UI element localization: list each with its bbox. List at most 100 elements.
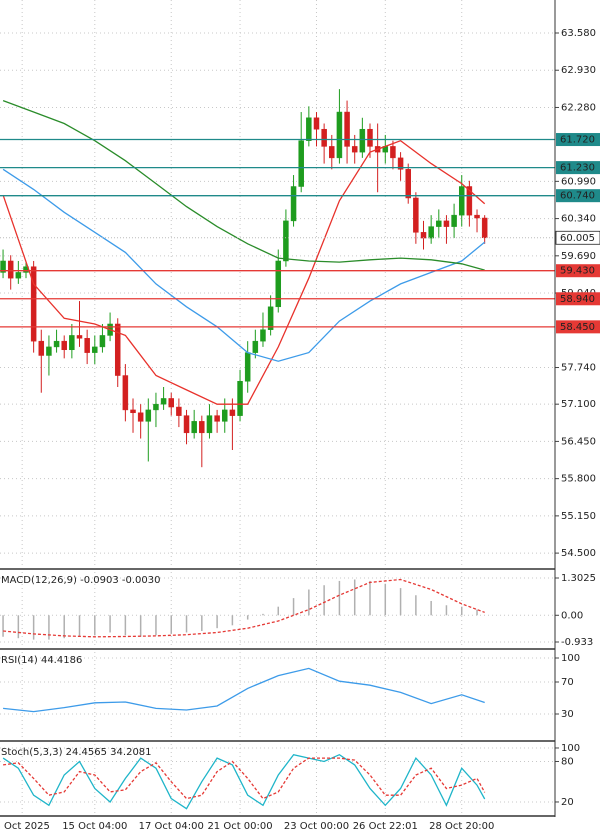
y-tick-label: 62.930: [561, 65, 596, 76]
candle-body: [145, 409, 152, 422]
candle-body: [367, 128, 373, 147]
candle-body: [405, 169, 411, 199]
candle-body: [0, 260, 6, 273]
candle-body: [222, 409, 228, 422]
candle-body: [7, 260, 14, 279]
candle-body: [38, 340, 45, 356]
candle-body: [313, 117, 320, 130]
y-tick-label: 100: [561, 653, 580, 664]
indicator-line: [3, 757, 486, 800]
indicator-line: [3, 667, 485, 713]
candle-body: [290, 186, 297, 222]
level-label-box: [556, 320, 600, 334]
candle-body: [252, 340, 259, 353]
candle-body: [191, 421, 197, 434]
indicator-title: RSI(14) 44.4186: [1, 655, 82, 666]
moving-average: [2, 168, 486, 362]
candle-body: [420, 232, 427, 239]
y-tick-label: 63.580: [561, 28, 596, 39]
level-label: 59.430: [560, 266, 595, 277]
candle-body: [114, 323, 121, 376]
candle-body: [160, 398, 167, 405]
candle-body: [298, 140, 304, 187]
y-tick-label: 62.280: [561, 102, 596, 113]
y-tick-label: 60.340: [561, 214, 596, 225]
candle-body: [267, 306, 274, 330]
y-tick-label: 0.00: [561, 610, 583, 621]
y-tick-label: 56.450: [561, 436, 596, 447]
y-tick-label: 60.990: [561, 176, 596, 187]
y-tick-label: 57.740: [561, 363, 596, 374]
candle-body: [122, 375, 129, 411]
candle-body: [275, 260, 282, 308]
level-label: 61.230: [560, 163, 595, 174]
candle-body: [481, 217, 488, 239]
y-tick-label: 100: [561, 743, 580, 754]
x-tick-label: 17 Oct 04:00: [139, 821, 204, 832]
y-tick-label: 54.500: [561, 548, 596, 559]
level-label: 58.940: [560, 294, 595, 305]
x-tick-label: 23 Oct 00:00: [284, 821, 349, 832]
candle-body: [336, 111, 343, 159]
y-tick-label: 30: [561, 709, 574, 720]
candle-body: [321, 128, 327, 147]
panel: [0, 0, 555, 568]
level-label-box: [556, 133, 600, 147]
candle-body: [30, 266, 37, 342]
candle-body: [413, 197, 419, 233]
candle-body: [84, 338, 90, 353]
indicator-title: MACD(12,26,9) -0.0903 -0.0030: [1, 575, 161, 586]
x-tick-label: 15 Oct 04:00: [62, 821, 127, 832]
candle-body: [199, 421, 205, 434]
candle-body: [466, 186, 473, 216]
candle-body: [137, 412, 144, 422]
candle-body: [69, 335, 75, 351]
level-label-box: [556, 189, 600, 203]
candle-body: [168, 398, 174, 408]
candle-body: [214, 415, 220, 422]
candle-body: [397, 157, 404, 170]
candle-body: [53, 340, 60, 348]
candle-body: [46, 346, 52, 356]
candle-body: [306, 117, 312, 141]
y-tick-label: 57.100: [561, 399, 596, 410]
level-label: 61.720: [560, 135, 595, 146]
candle-body: [474, 214, 480, 219]
level-label: 58.450: [560, 322, 595, 333]
candle-body: [229, 409, 236, 416]
candle-body: [237, 381, 243, 416]
candle-body: [153, 403, 159, 411]
candle-body: [92, 346, 98, 353]
candle-body: [451, 214, 457, 227]
panel: [0, 744, 555, 815]
x-tick-label: 28 Oct 20:00: [429, 821, 494, 832]
x-tick-label: 21 Oct 00:00: [207, 821, 272, 832]
y-tick-label: 20: [561, 797, 574, 808]
candle-body: [458, 186, 465, 216]
x-tick-label: 26 Oct 22:01: [353, 821, 418, 832]
moving-average: [2, 99, 485, 271]
last-price-box: [555, 230, 600, 245]
candle-body: [99, 335, 106, 348]
candle-body: [390, 146, 396, 159]
y-tick-label: -0.933: [561, 637, 593, 648]
indicator-line: [2, 753, 486, 810]
candle-body: [61, 340, 67, 351]
x-tick-label: 3 Oct 2025: [0, 821, 50, 832]
y-tick-label: 55.150: [561, 511, 596, 522]
last-price-label: 60.005: [560, 233, 595, 244]
candle-body: [76, 335, 83, 339]
y-tick-label: 1.3025: [561, 573, 596, 584]
y-tick-label: 59.690: [561, 251, 596, 262]
candle-body: [443, 220, 450, 227]
candle-body: [206, 415, 213, 434]
level-label-box: [556, 264, 600, 278]
candle-body: [260, 329, 266, 342]
indicator-title: Stoch(5,3,3) 24.4565 34.2081: [1, 747, 152, 758]
moving-average: [2, 139, 486, 405]
signal-line: [3, 578, 485, 638]
candle-body: [436, 220, 442, 227]
candle-body: [130, 409, 136, 414]
